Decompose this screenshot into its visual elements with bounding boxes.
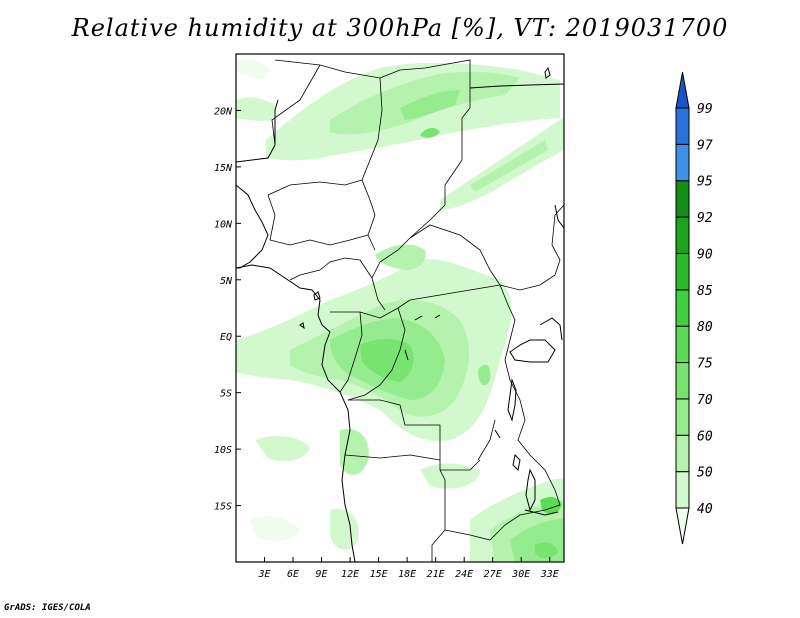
colorbar-upper-triangle — [675, 71, 690, 109]
coastlines-and-borders — [236, 59, 564, 562]
colorbar-segment — [675, 434, 690, 473]
colorbar-level-label: 90 — [697, 247, 713, 262]
lon-tick-label: 24E — [455, 569, 473, 580]
colorbar-level-label: 95 — [697, 175, 713, 190]
longitude-axis: 3E 6E 9E 12E 15E 18E 21E 24E 27E 30E 33E — [257, 557, 559, 580]
lon-tick-label: 12E — [341, 569, 359, 580]
lon-tick-label: 6E — [287, 569, 299, 580]
colorbar-segment — [675, 143, 690, 182]
colorbar-level-label: 97 — [697, 138, 713, 153]
lat-tick-label: EQ — [220, 332, 232, 343]
humidity-field — [236, 59, 564, 562]
map-frame — [235, 53, 565, 563]
colorbar-segment — [675, 398, 690, 436]
colorbar-segment — [675, 289, 690, 327]
lon-tick-label: 27E — [484, 569, 502, 580]
lon-tick-label: 15E — [370, 569, 388, 580]
lat-tick-label: 20N — [214, 106, 233, 117]
lon-tick-label: 33E — [540, 569, 559, 580]
colorbar-segment — [675, 471, 690, 509]
colorbar-level-label: 75 — [697, 357, 713, 372]
lat-tick-label: 15N — [214, 163, 233, 174]
colorbar-segment — [675, 325, 690, 364]
lon-tick-label: 21E — [427, 569, 445, 580]
lon-tick-label: 18E — [398, 569, 416, 580]
latitude-axis: 20N 15N 10N 5N EQ 5S 10S 15S — [214, 106, 241, 513]
credit-label: GrADS: IGES/COLA — [4, 603, 91, 613]
colorbar-segment — [675, 216, 690, 254]
lat-tick-label: 15S — [214, 502, 232, 513]
colorbar-level-label: 60 — [697, 429, 713, 444]
lon-tick-label: 30E — [511, 569, 530, 580]
colorbar-level-label: 70 — [697, 393, 713, 408]
lat-tick-label: 5N — [220, 276, 233, 287]
lat-tick-label: 10N — [214, 219, 233, 230]
colorbar-level-label: 85 — [697, 284, 713, 299]
lon-tick-label: 9E — [316, 569, 328, 580]
colorbar-level-label: 99 — [697, 102, 713, 117]
lon-tick-label: 3E — [257, 569, 270, 580]
lat-tick-label: 5S — [220, 389, 232, 400]
colorbar-level-label: 50 — [697, 466, 713, 481]
colorbar-level-label: 40 — [697, 502, 713, 517]
colorbar-segment — [675, 362, 690, 400]
map-title: Relative humidity at 300hPa [%], VT: 201… — [71, 14, 729, 42]
colorbar: 40 50 60 70 75 80 85 90 92 95 97 99 — [675, 71, 713, 545]
colorbar-segment — [675, 180, 690, 218]
lat-tick-label: 10S — [214, 445, 232, 456]
colorbar-level-label: 92 — [697, 211, 713, 226]
colorbar-segment — [675, 107, 690, 145]
colorbar-lower-triangle — [675, 507, 690, 545]
colorbar-level-label: 80 — [697, 320, 713, 335]
colorbar-segment — [675, 252, 690, 291]
